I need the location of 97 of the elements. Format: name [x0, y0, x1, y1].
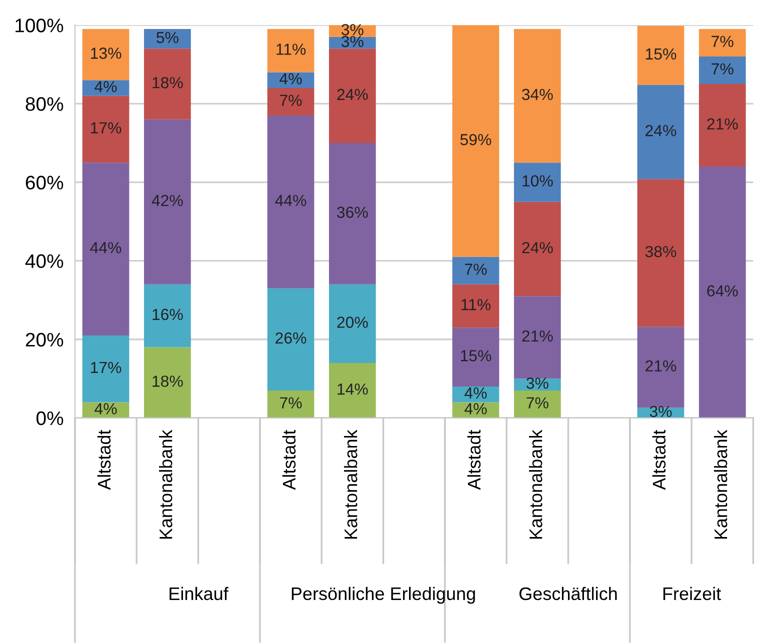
bar	[698, 56, 746, 84]
bar	[82, 162, 130, 336]
data-label: 16%	[152, 308, 183, 320]
bar	[267, 115, 314, 288]
data-label: 11%	[276, 44, 306, 55]
data-label: 3%	[526, 378, 548, 389]
bar	[267, 390, 314, 418]
data-label: 4%	[464, 403, 487, 414]
data-label: 5%	[156, 32, 178, 44]
data-label: 15%	[460, 350, 492, 362]
bar	[82, 96, 130, 163]
bar	[452, 284, 500, 328]
bar	[267, 29, 314, 72]
data-label: 11%	[462, 299, 491, 310]
bar	[82, 80, 130, 96]
bar	[514, 202, 561, 296]
bar	[637, 26, 684, 85]
x-tick-label: Altstadt	[97, 430, 111, 490]
data-label: 26%	[276, 332, 306, 344]
data-label: 36%	[337, 206, 368, 218]
data-label: 4%	[94, 403, 117, 414]
x-tick-label: Kantonalbank	[344, 430, 358, 539]
x-tick-label: Kantonalbank	[528, 430, 542, 539]
data-label: 21%	[646, 360, 676, 372]
data-label: 18%	[152, 77, 183, 88]
data-label: 13%	[91, 48, 122, 59]
data-label: 17%	[91, 122, 122, 134]
bar	[637, 179, 684, 327]
bar	[267, 288, 314, 390]
data-label: 59%	[460, 134, 492, 146]
bar	[267, 88, 314, 116]
x-tick-label: Kantonalbank	[714, 430, 728, 539]
data-label: 21%	[522, 330, 553, 342]
bar	[698, 84, 746, 167]
data-label: 21%	[707, 118, 738, 130]
data-label: 17%	[91, 362, 122, 374]
data-label: 64%	[707, 285, 738, 297]
bar	[514, 390, 561, 418]
bar	[144, 29, 191, 49]
data-label: 4%	[464, 387, 487, 399]
data-label: 34%	[522, 88, 553, 100]
data-label: 18%	[152, 376, 183, 387]
y-tick-label: 40%	[25, 254, 64, 268]
data-label: 14%	[338, 384, 368, 395]
x-tick-label: Kantonalbank	[159, 430, 172, 539]
data-label: 44%	[90, 242, 122, 254]
y-tick-label: 80%	[26, 97, 64, 111]
bar	[514, 296, 561, 379]
data-label: 7%	[526, 397, 548, 408]
data-label: 24%	[337, 88, 368, 100]
data-label: 24%	[522, 242, 553, 254]
data-label: 42%	[152, 194, 183, 206]
bar	[698, 166, 746, 418]
bar	[514, 162, 561, 202]
bar	[452, 256, 500, 284]
data-label: 7%	[712, 36, 734, 48]
data-label: 7%	[712, 63, 734, 75]
data-label: 7%	[280, 94, 302, 106]
data-label: 44%	[275, 194, 306, 206]
bar	[144, 284, 191, 348]
y-tick-label: 20%	[26, 332, 64, 347]
data-label: 3%	[341, 24, 364, 36]
data-label: 15%	[646, 48, 676, 60]
data-label: 38%	[645, 246, 676, 258]
data-label: 7%	[280, 397, 302, 408]
bar	[452, 25, 500, 257]
y-tick-label: 0%	[36, 411, 64, 426]
text: Geschäftlich	[519, 586, 617, 600]
bar	[452, 328, 500, 387]
data-label: 4%	[280, 73, 302, 84]
data-label: 20%	[337, 316, 368, 328]
bar	[144, 119, 191, 284]
y-tick-label: 100%	[16, 18, 64, 32]
text: Freizeit	[663, 586, 722, 600]
data-label: 3%	[341, 36, 364, 48]
bar	[637, 84, 684, 180]
bar	[328, 362, 376, 418]
bar	[328, 48, 376, 143]
x-tick-label: Altstadt	[467, 430, 481, 490]
bar	[514, 29, 561, 163]
bar	[144, 48, 191, 120]
data-label: 10%	[522, 175, 553, 187]
bar	[328, 142, 376, 284]
text: Einkauf	[170, 586, 228, 600]
x-tick-label: Altstadt	[652, 430, 666, 490]
bar	[698, 29, 746, 57]
data-label: 3%	[650, 406, 672, 418]
text: Persönliche Erledigung	[292, 586, 475, 604]
y-tick-label: 60%	[26, 176, 64, 190]
bar	[82, 29, 130, 80]
data-label: 7%	[465, 264, 487, 275]
bar	[144, 347, 191, 418]
bar	[82, 335, 130, 402]
data-label: 4%	[94, 81, 117, 92]
x-tick-label: Altstadt	[282, 430, 296, 490]
bar	[328, 284, 376, 363]
data-label: 24%	[646, 124, 676, 136]
